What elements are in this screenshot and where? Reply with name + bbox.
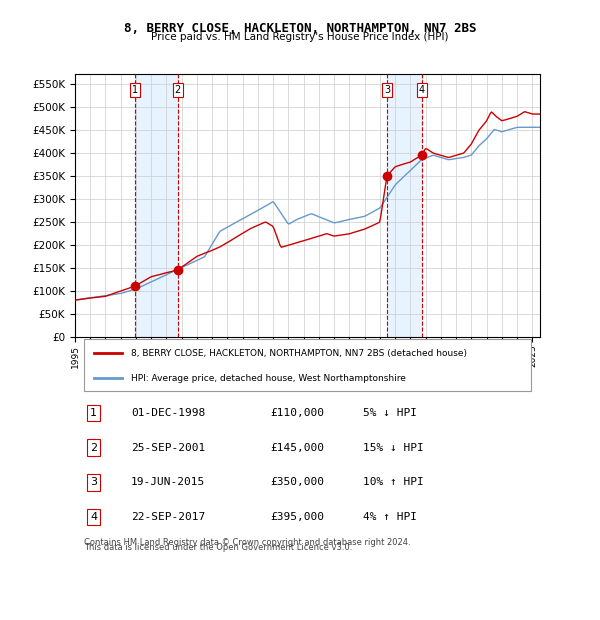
Text: 22-SEP-2017: 22-SEP-2017 bbox=[131, 512, 205, 522]
Text: Contains HM Land Registry data © Crown copyright and database right 2024.: Contains HM Land Registry data © Crown c… bbox=[84, 538, 411, 547]
FancyBboxPatch shape bbox=[84, 339, 531, 391]
Text: 5% ↓ HPI: 5% ↓ HPI bbox=[364, 408, 418, 418]
Text: 19-JUN-2015: 19-JUN-2015 bbox=[131, 477, 205, 487]
Text: Price paid vs. HM Land Registry's House Price Index (HPI): Price paid vs. HM Land Registry's House … bbox=[151, 32, 449, 42]
Bar bbox=[387, 74, 422, 337]
Text: HPI: Average price, detached house, West Northamptonshire: HPI: Average price, detached house, West… bbox=[131, 374, 406, 383]
Text: 25-SEP-2001: 25-SEP-2001 bbox=[131, 443, 205, 453]
Text: 1: 1 bbox=[90, 408, 97, 418]
Text: 10% ↑ HPI: 10% ↑ HPI bbox=[364, 477, 424, 487]
Text: 01-DEC-1998: 01-DEC-1998 bbox=[131, 408, 205, 418]
Text: 3: 3 bbox=[90, 477, 97, 487]
Text: 2: 2 bbox=[175, 85, 181, 95]
Text: 1: 1 bbox=[132, 85, 138, 95]
Bar bbox=[135, 74, 178, 337]
Text: 3: 3 bbox=[384, 85, 390, 95]
Text: £350,000: £350,000 bbox=[270, 477, 324, 487]
Text: £110,000: £110,000 bbox=[270, 408, 324, 418]
Text: 8, BERRY CLOSE, HACKLETON, NORTHAMPTON, NN7 2BS (detached house): 8, BERRY CLOSE, HACKLETON, NORTHAMPTON, … bbox=[131, 348, 467, 358]
Text: 4: 4 bbox=[90, 512, 97, 522]
Text: 4: 4 bbox=[418, 85, 425, 95]
Text: 4% ↑ HPI: 4% ↑ HPI bbox=[364, 512, 418, 522]
Text: 8, BERRY CLOSE, HACKLETON, NORTHAMPTON, NN7 2BS: 8, BERRY CLOSE, HACKLETON, NORTHAMPTON, … bbox=[124, 22, 476, 35]
Text: 2: 2 bbox=[90, 443, 97, 453]
Text: £395,000: £395,000 bbox=[270, 512, 324, 522]
Text: 15% ↓ HPI: 15% ↓ HPI bbox=[364, 443, 424, 453]
Text: This data is licensed under the Open Government Licence v3.0.: This data is licensed under the Open Gov… bbox=[84, 542, 353, 552]
Text: £145,000: £145,000 bbox=[270, 443, 324, 453]
